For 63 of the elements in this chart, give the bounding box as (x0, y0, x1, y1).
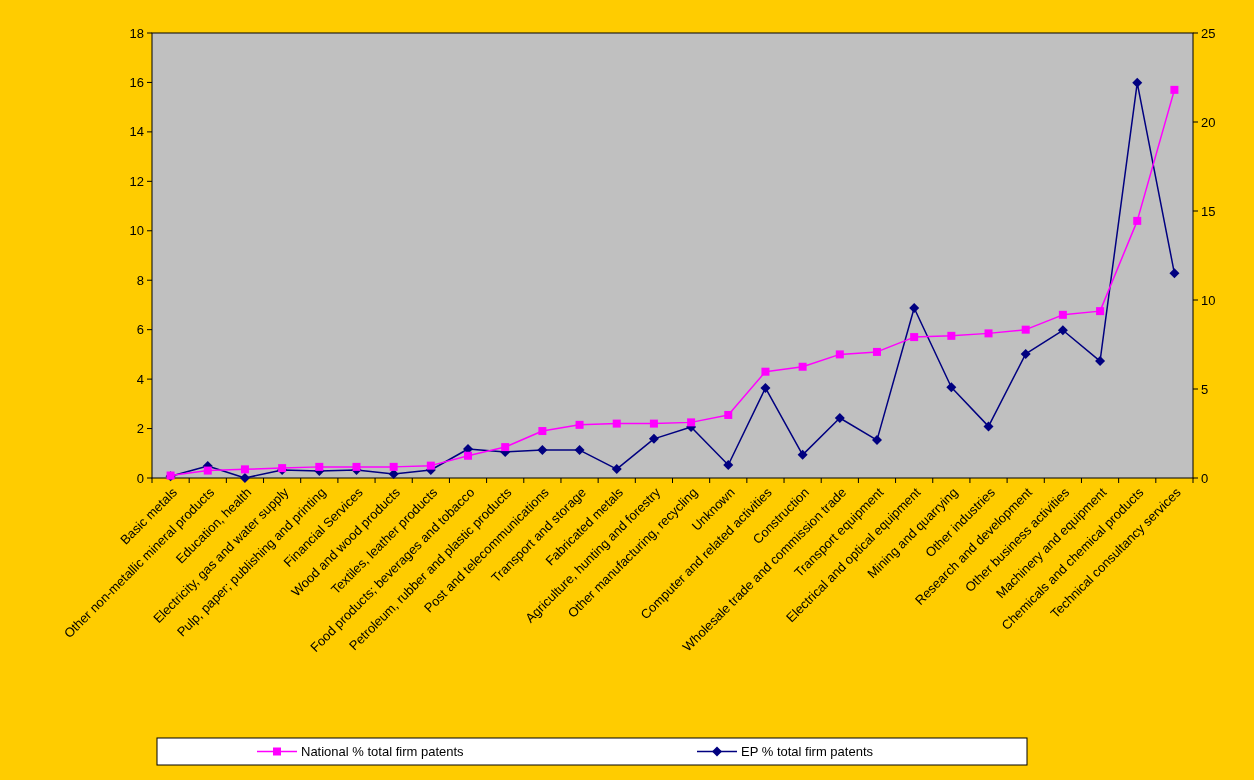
y-tick-label: 6 (136, 322, 144, 338)
point (798, 362, 807, 371)
point (1095, 356, 1106, 367)
point (872, 347, 881, 356)
point (612, 419, 621, 428)
point (1021, 325, 1030, 334)
point (1169, 268, 1180, 279)
point (797, 449, 808, 460)
point (203, 466, 212, 475)
y-tick-label: 12 (129, 173, 144, 189)
point (426, 461, 435, 470)
point (240, 465, 249, 474)
point (537, 445, 548, 456)
point (723, 460, 734, 471)
point (909, 303, 920, 314)
y-tick-label: 16 (129, 74, 144, 90)
point (1057, 325, 1068, 336)
point (611, 464, 622, 475)
y2-tick-label: 5 (1201, 381, 1209, 397)
point (1170, 85, 1179, 94)
y2-tick-label: 20 (1201, 114, 1216, 130)
point (388, 469, 399, 480)
point (352, 462, 361, 471)
point (760, 382, 771, 393)
point (575, 420, 584, 429)
point (501, 443, 510, 452)
legend-label: National % total firm patents (301, 744, 465, 760)
point (574, 445, 585, 456)
point (389, 462, 398, 471)
point (834, 413, 845, 424)
y-tick-label: 0 (136, 470, 144, 486)
point (464, 451, 473, 460)
y2-tick-label: 0 (1201, 470, 1209, 486)
point (1058, 310, 1067, 319)
point (315, 462, 324, 471)
y-tick-label: 18 (129, 25, 144, 41)
y-tick-label: 2 (136, 421, 144, 437)
y2-tick-label: 10 (1201, 292, 1216, 308)
point (835, 350, 844, 359)
point (910, 333, 919, 342)
point (947, 331, 956, 340)
y-tick-label: 8 (136, 272, 144, 288)
point (871, 435, 882, 446)
y2-tick-label: 15 (1201, 203, 1216, 219)
point (724, 410, 733, 419)
legend-label: EP % total firm patents (741, 744, 874, 760)
y2-tick-label: 25 (1201, 25, 1216, 41)
point (984, 329, 993, 338)
point (1020, 348, 1031, 359)
point (1132, 77, 1143, 88)
y-tick-label: 14 (129, 124, 144, 140)
point (648, 433, 659, 444)
point (538, 427, 547, 436)
point (1133, 216, 1142, 225)
point (1096, 307, 1105, 316)
point (761, 367, 770, 376)
point (649, 419, 658, 428)
y-tick-label: 4 (136, 371, 144, 387)
point (687, 418, 696, 427)
point (239, 473, 250, 483)
point (946, 382, 957, 393)
y-tick-label: 10 (129, 223, 144, 239)
point (983, 421, 994, 432)
